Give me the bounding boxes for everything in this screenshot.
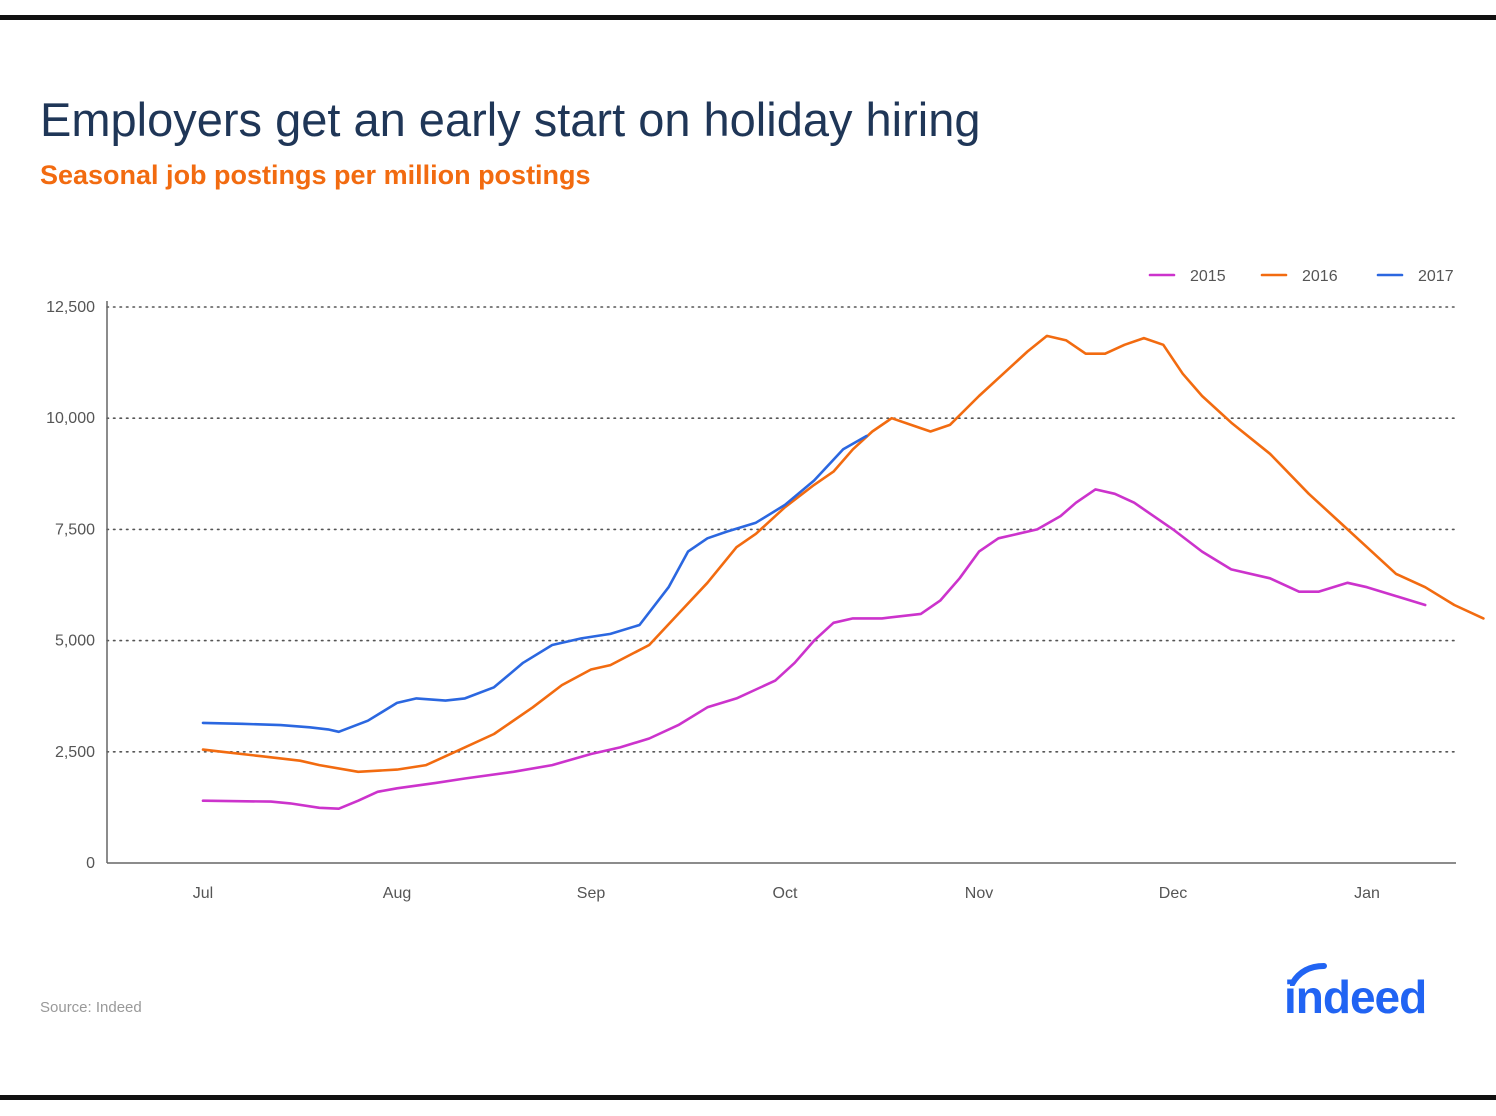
logo-wordmark: indeed	[1284, 971, 1427, 1023]
legend: 2015 2016 2017	[1148, 268, 1454, 285]
y-tick-label: 7,500	[55, 521, 95, 538]
x-tick-label: Jan	[1354, 885, 1380, 902]
series-line-2015	[201, 488, 1427, 810]
legend-label-2016: 2016	[1302, 268, 1338, 285]
chart-subtitle: Seasonal job postings per million postin…	[40, 160, 591, 190]
y-tick-label: 12,500	[46, 299, 95, 316]
series-line-2016	[201, 334, 1485, 774]
bottom-rule	[0, 1095, 1496, 1100]
chart-title: Employers get an early start on holiday …	[40, 93, 981, 146]
axes: 0 2,500 5,000 7,500 10,000 12,500 Jul Aug Sep Oct…	[46, 299, 1456, 902]
x-tick-label: Nov	[965, 885, 993, 902]
x-tick-label: Sep	[577, 885, 606, 902]
logo-arc-icon	[1290, 963, 1327, 986]
y-tick-label: 5,000	[55, 633, 95, 650]
y-tick-label: 0	[86, 855, 95, 872]
source-note: Source: Indeed	[40, 999, 142, 1016]
gridlines	[106, 306, 1457, 753]
y-tick-label: 10,000	[46, 410, 95, 427]
top-rule	[0, 15, 1496, 20]
legend-label-2017: 2017	[1418, 268, 1454, 285]
series-line-2017	[201, 434, 868, 734]
x-tick-label: Dec	[1159, 885, 1187, 902]
series-lines	[201, 334, 1485, 810]
x-tick-label: Oct	[773, 885, 798, 902]
y-tick-label: 2,500	[55, 744, 95, 761]
x-tick-label: Jul	[193, 885, 213, 902]
indeed-logo: indeed	[1284, 962, 1460, 1023]
legend-label-2015: 2015	[1190, 268, 1226, 285]
x-tick-label: Aug	[383, 885, 411, 902]
